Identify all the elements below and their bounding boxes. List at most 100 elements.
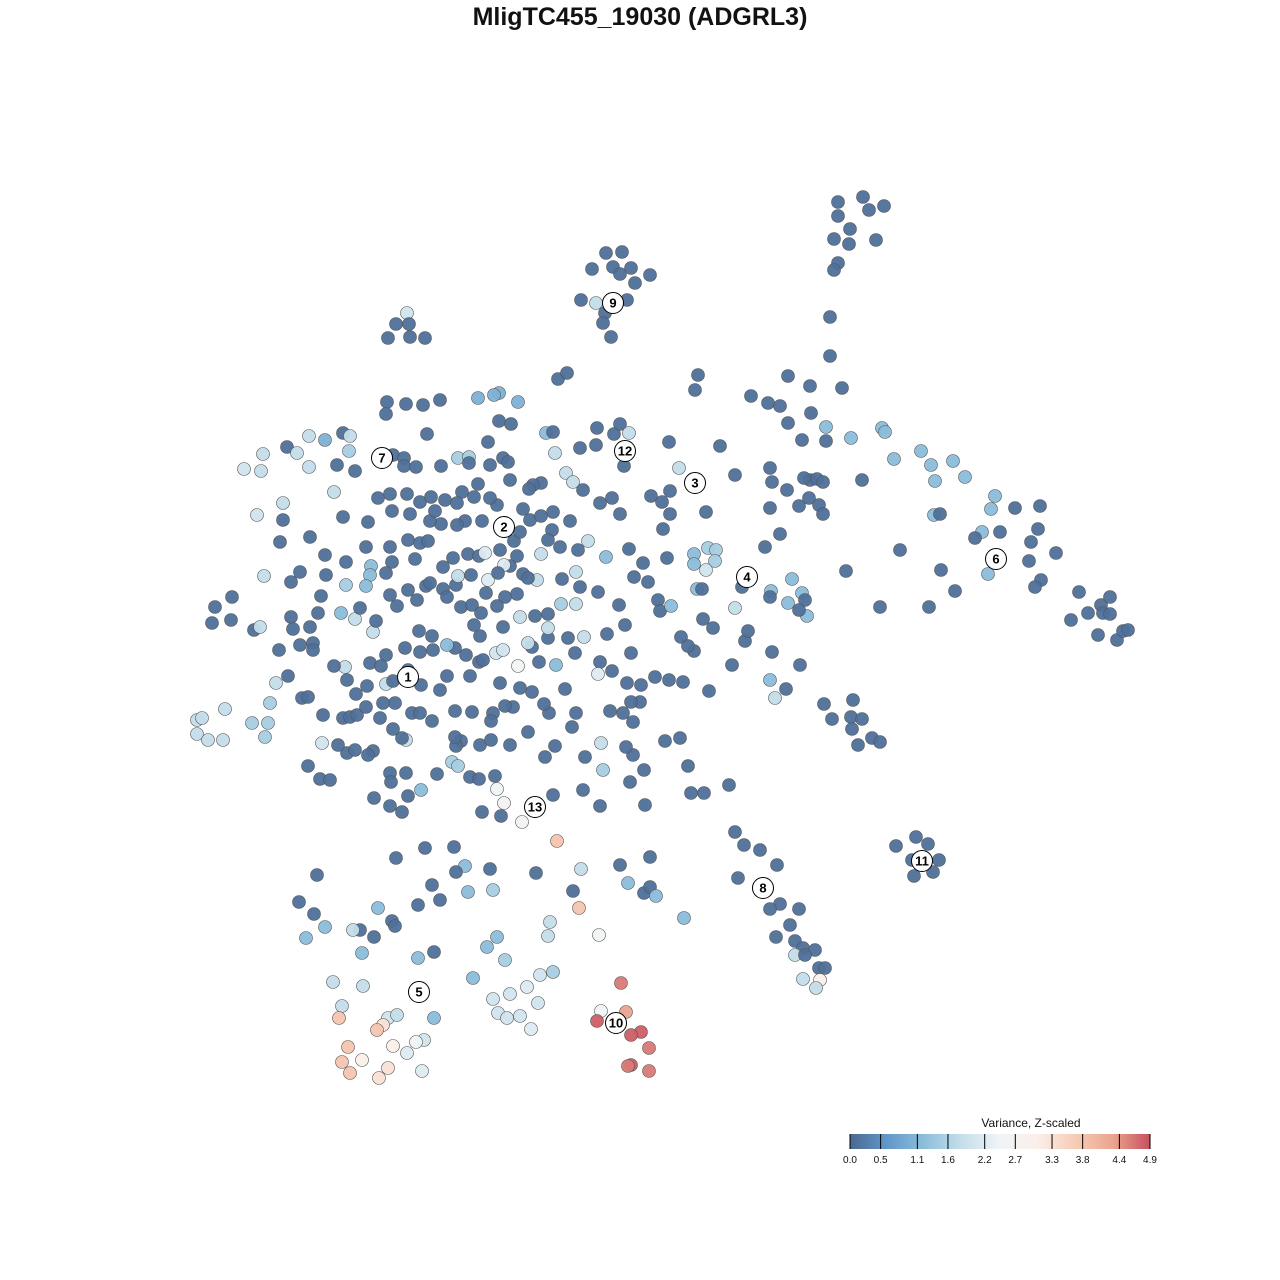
point — [677, 911, 691, 925]
cluster-label-badge — [408, 981, 430, 1003]
point — [335, 999, 349, 1013]
point — [448, 730, 462, 744]
point — [403, 330, 417, 344]
point — [634, 678, 648, 692]
point — [488, 769, 502, 783]
point — [415, 1064, 429, 1078]
point — [370, 1023, 384, 1037]
point — [781, 596, 795, 610]
point — [302, 429, 316, 443]
point — [615, 245, 629, 259]
point — [761, 396, 775, 410]
point — [401, 583, 415, 597]
cluster-label-badge — [602, 292, 624, 314]
point — [490, 930, 504, 944]
point — [492, 414, 506, 428]
point — [315, 736, 329, 750]
point — [571, 543, 585, 557]
point — [623, 775, 637, 789]
point — [490, 599, 504, 613]
point — [450, 518, 464, 532]
point — [316, 708, 330, 722]
point — [388, 919, 402, 933]
point — [599, 246, 613, 260]
cluster-label: 10 — [605, 1012, 627, 1034]
point — [566, 475, 580, 489]
point — [605, 491, 619, 505]
point — [862, 203, 876, 217]
point — [827, 232, 841, 246]
point — [342, 444, 356, 458]
point — [641, 575, 655, 589]
point — [594, 736, 608, 750]
point — [436, 560, 450, 574]
point — [662, 673, 676, 687]
point — [286, 622, 300, 636]
point — [418, 331, 432, 345]
point — [636, 556, 650, 570]
point — [306, 643, 320, 657]
point — [399, 766, 413, 780]
point — [373, 711, 387, 725]
cluster-label-badge — [614, 440, 636, 462]
point — [1049, 546, 1063, 560]
point — [403, 507, 417, 521]
cluster-label-text: 8 — [759, 881, 766, 896]
cluster-label-badge — [911, 850, 933, 872]
point — [658, 734, 672, 748]
point — [411, 951, 425, 965]
point — [307, 907, 321, 921]
point — [521, 636, 535, 650]
point — [292, 895, 306, 909]
point — [981, 567, 995, 581]
point — [644, 489, 658, 503]
point — [388, 696, 402, 710]
point — [463, 669, 477, 683]
point — [968, 531, 982, 545]
point — [725, 658, 739, 672]
point — [280, 440, 294, 454]
point — [599, 550, 613, 564]
point — [205, 616, 219, 630]
point — [612, 598, 626, 612]
point — [781, 369, 795, 383]
point — [425, 629, 439, 643]
point — [783, 918, 797, 932]
point — [493, 543, 507, 557]
point — [660, 551, 674, 565]
point — [413, 645, 427, 659]
point — [486, 992, 500, 1006]
point — [763, 461, 777, 475]
point — [914, 444, 928, 458]
point — [819, 434, 833, 448]
point — [331, 738, 345, 752]
point — [475, 805, 489, 819]
point — [424, 490, 438, 504]
point — [691, 368, 705, 382]
point — [816, 507, 830, 521]
point — [401, 533, 415, 547]
point — [367, 791, 381, 805]
point — [380, 395, 394, 409]
cluster-label-text: 1 — [404, 670, 411, 685]
point — [343, 429, 357, 443]
point — [569, 597, 583, 611]
point — [648, 670, 662, 684]
point — [620, 676, 634, 690]
point — [613, 507, 627, 521]
point — [541, 621, 555, 635]
point — [513, 1009, 527, 1023]
point — [369, 614, 383, 628]
point — [481, 435, 495, 449]
point — [839, 564, 853, 578]
point — [496, 620, 510, 634]
point — [525, 685, 539, 699]
point — [498, 699, 512, 713]
point — [448, 704, 462, 718]
point — [465, 598, 479, 612]
point — [430, 767, 444, 781]
points-layer — [190, 190, 1135, 1085]
point — [318, 548, 332, 562]
point — [591, 667, 605, 681]
point — [1121, 623, 1135, 637]
